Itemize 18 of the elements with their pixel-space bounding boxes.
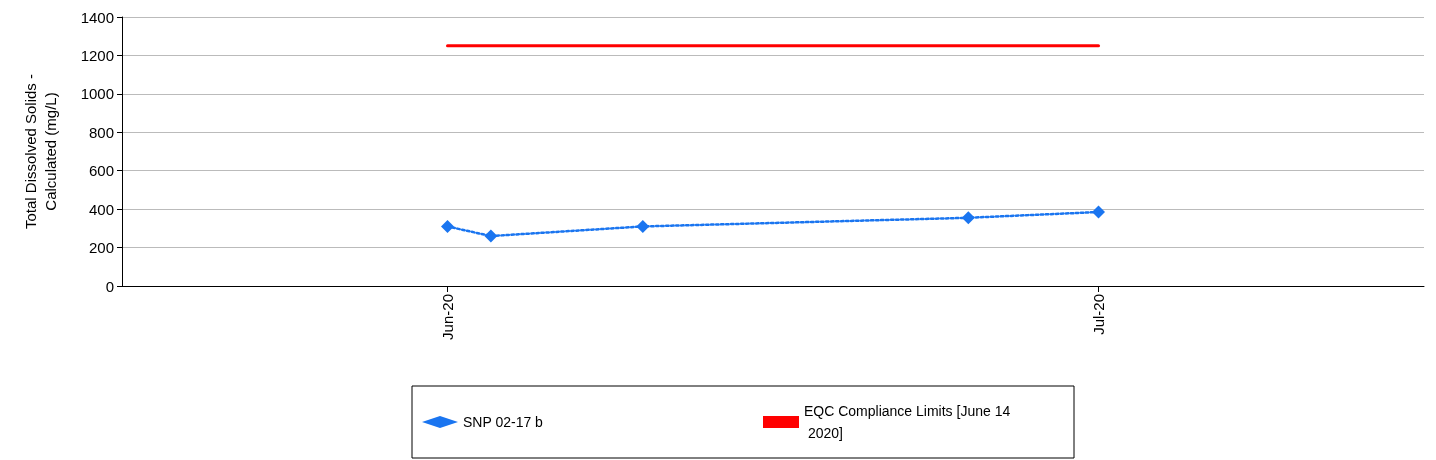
y-tick-label: 600	[88, 162, 114, 180]
y-tick-label: 1000	[80, 85, 114, 103]
y-tick-label: 1200	[80, 46, 114, 64]
y-tick-label: 800	[88, 123, 114, 141]
point	[484, 229, 498, 243]
y-tick-label: 200	[88, 239, 114, 257]
y-axis-title: Total Dissolved Solids - Calculated (mg/L)	[21, 73, 59, 230]
legend-label: EQC Compliance Limits [June 14 2020]	[804, 403, 1011, 441]
y-tick-label: 1400	[80, 8, 114, 26]
point	[961, 211, 975, 225]
x-tick-label: Jul-20	[1090, 294, 1107, 335]
point	[636, 219, 650, 233]
x-tick-label: Jun-20	[439, 294, 456, 340]
legend-label: SNP 02-17 b	[463, 414, 544, 430]
y-tick-label: 400	[88, 200, 114, 218]
y-tick-label: 0	[105, 277, 114, 295]
point	[441, 219, 454, 233]
point	[1092, 205, 1105, 219]
